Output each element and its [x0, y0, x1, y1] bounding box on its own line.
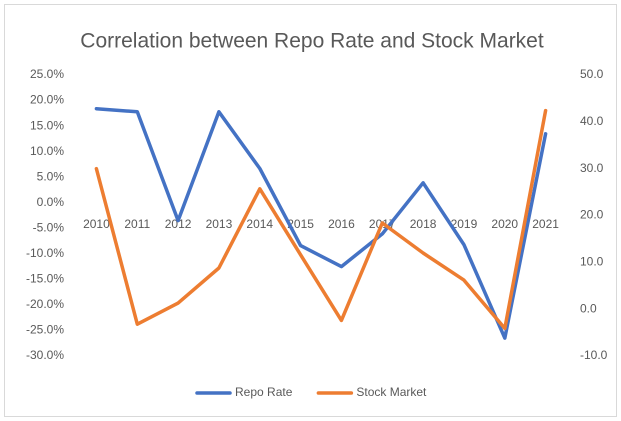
x-tick-label: 2018 [410, 217, 437, 231]
x-tick-label: 2021 [532, 217, 559, 231]
series-line [94, 106, 548, 340]
x-tick-label: 2015 [287, 217, 314, 231]
y2-tick-label: 10.0 [580, 255, 604, 269]
y2-tick-label: 30.0 [580, 161, 604, 175]
y2-tick-label: 40.0 [580, 114, 604, 128]
y-tick-label: -10.0% [26, 246, 64, 260]
y2-tick-label: 20.0 [580, 208, 604, 222]
x-tick-label: 2013 [206, 217, 233, 231]
y-tick-label: -20.0% [26, 297, 64, 311]
y-tick-label: -25.0% [26, 323, 64, 337]
x-tick-label: 2019 [451, 217, 478, 231]
legend-label: Repo Rate [235, 385, 293, 399]
x-tick-label: 2016 [328, 217, 355, 231]
y-tick-label: 20.0% [30, 93, 64, 107]
chart-title: Correlation between Repo Rate and Stock … [80, 30, 544, 53]
y2-tick-label: 50.0 [580, 67, 604, 81]
x-tick-label: 2011 [124, 217, 150, 231]
y-tick-label: -15.0% [26, 272, 64, 286]
legend-label: Stock Market [356, 385, 427, 399]
y-tick-label: 0.0% [37, 195, 65, 209]
y-tick-label: 15.0% [30, 118, 64, 132]
x-tick-label: 2020 [491, 217, 518, 231]
y2-tick-label: 0.0 [580, 301, 597, 315]
x-tick-label: 2010 [83, 217, 110, 231]
chart-border [4, 4, 617, 417]
y-tick-label: -5.0% [33, 220, 65, 234]
series-line [94, 108, 548, 331]
y-tick-label: 10.0% [30, 144, 64, 158]
x-tick-label: 2014 [246, 217, 273, 231]
y-tick-label: -30.0% [26, 348, 64, 362]
y2-tick-label: -10.0 [580, 348, 608, 362]
y-tick-label: 5.0% [37, 169, 65, 183]
y-tick-label: 25.0% [30, 67, 64, 81]
x-tick-label: 2012 [165, 217, 192, 231]
